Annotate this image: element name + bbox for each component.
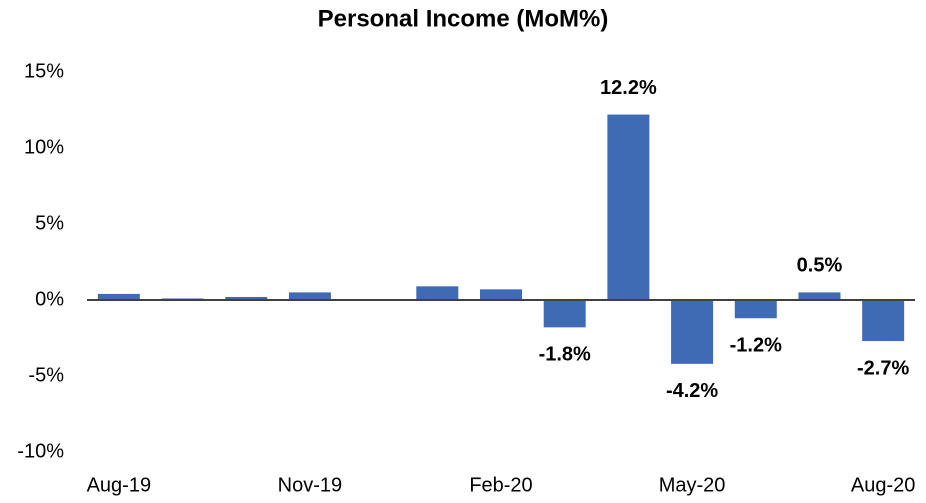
x-tick-label: Nov-19 <box>278 474 342 496</box>
y-tick-label: -10% <box>17 440 64 462</box>
y-tick-label: -5% <box>28 364 64 386</box>
bar <box>798 292 841 300</box>
bar <box>225 296 268 300</box>
value-label: -4.2% <box>666 380 718 402</box>
bar <box>671 300 714 364</box>
bar <box>862 300 905 342</box>
value-label: 12.2% <box>600 77 657 99</box>
x-tick-label: Aug-20 <box>851 474 916 496</box>
x-tick-label: Aug-19 <box>87 474 152 496</box>
y-tick-label: 5% <box>35 212 64 234</box>
y-tick-label: 10% <box>24 136 64 158</box>
x-tick-label: May-20 <box>659 474 726 496</box>
y-tick-label: 15% <box>24 60 64 82</box>
bar <box>97 293 140 300</box>
value-label: -1.8% <box>539 344 591 366</box>
bar <box>607 114 650 300</box>
x-tick-label: Feb-20 <box>469 474 532 496</box>
bar <box>288 292 331 300</box>
bar <box>416 286 459 300</box>
bar <box>480 289 522 300</box>
value-label: 0.5% <box>797 255 843 277</box>
bar <box>734 300 777 319</box>
value-label: -1.2% <box>730 335 782 357</box>
value-label: -2.7% <box>857 357 909 379</box>
chart-title: Personal Income (MoM%) <box>318 5 609 32</box>
y-tick-label: 0% <box>35 288 64 310</box>
bar <box>543 300 586 328</box>
